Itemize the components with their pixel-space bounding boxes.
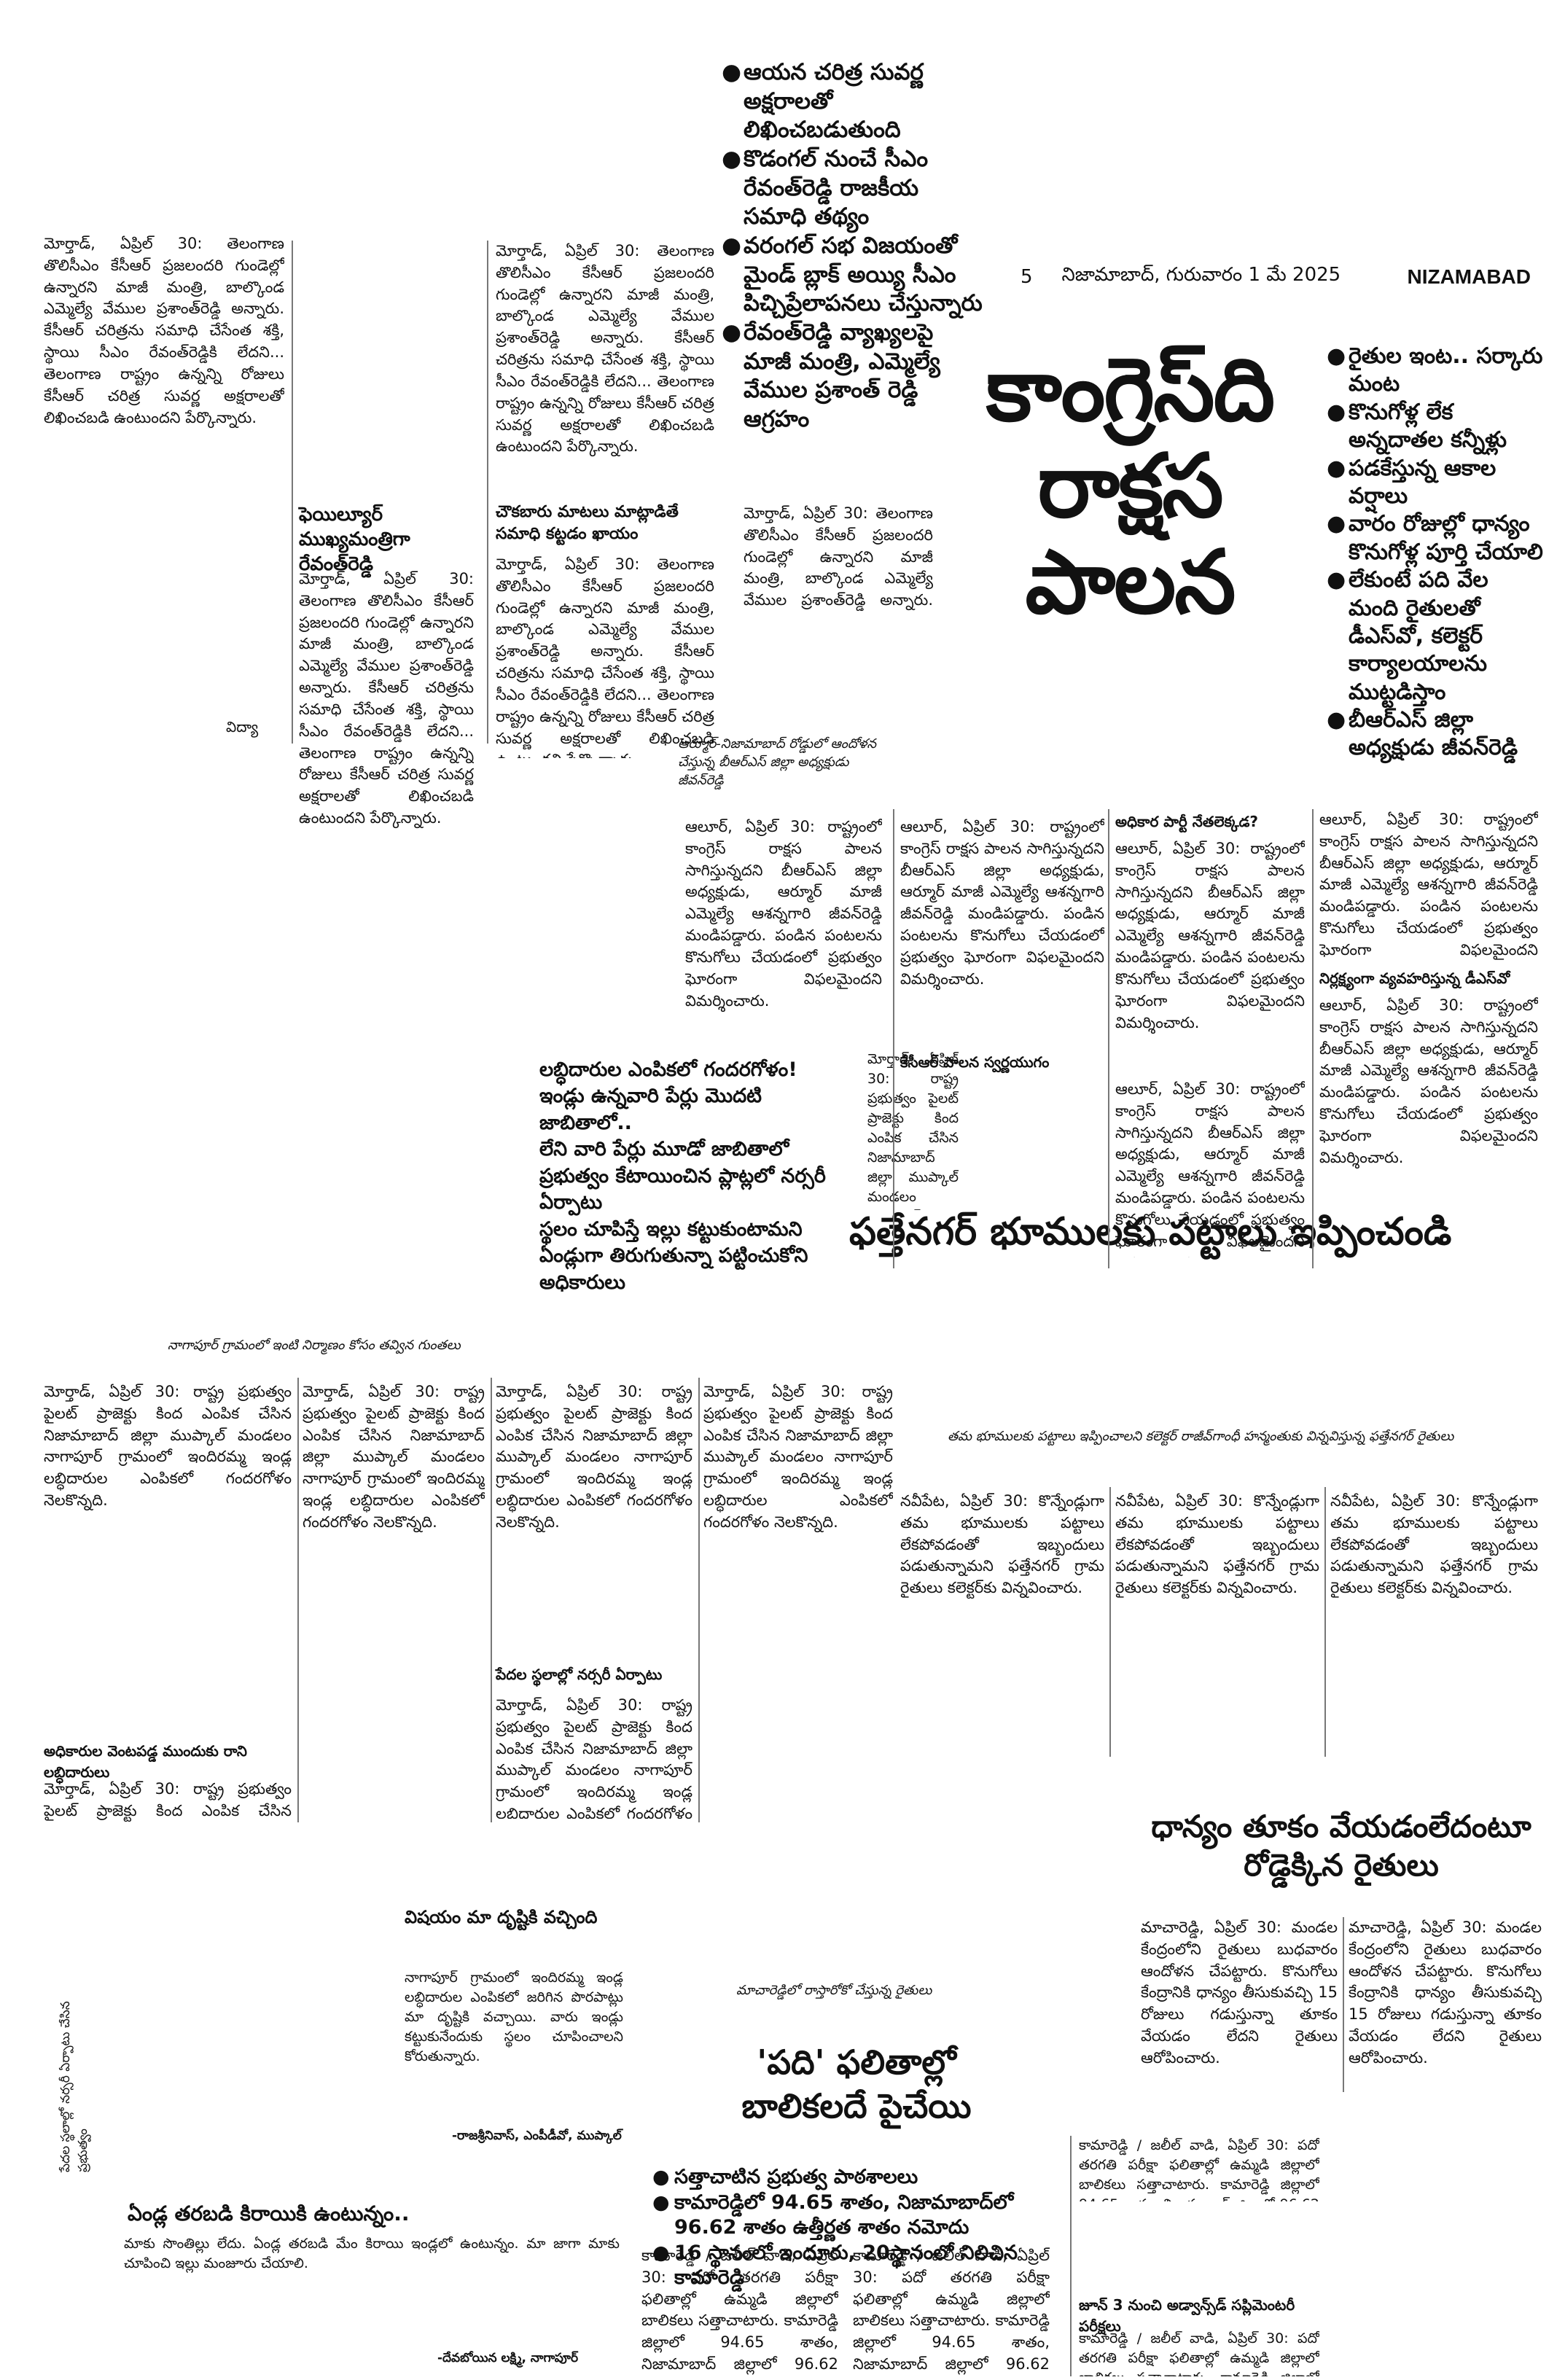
story-failure-body-3: మోర్తాడ్, ఏప్రిల్ 30: తెలంగాణ తొలిసీఎం క… (496, 242, 714, 456)
main-headline: కాంగ్రెస్‌ది రాక్షస పాలన (940, 343, 1319, 631)
main-headline-line2: రాక్షస పాలన (1025, 436, 1236, 633)
story-housing-subhead-1: అధికారుల వెంటపడ్డ ముందుకు రాని లబ్ధిదారు… (44, 1742, 247, 1781)
headline-grain-protest: ధాన్యం తూకం వేయడంలేదంటూ రోడ్డెక్కిన రైతు… (1137, 1808, 1545, 1884)
story-rakshasa-subhead-2: కేసీఆర్ పాలన స్వర్ణయుగం (900, 1053, 1050, 1071)
tenth-bullet: కామారెడ్డిలో 94.65 శాతం, నిజామాబాద్‌లో 9… (652, 2190, 1061, 2241)
story-failure-body-5: మోర్తాడ్, ఏప్రిల్ 30: తెలంగాణ తొలిసీఎం క… (744, 504, 933, 609)
column-rule (1312, 809, 1314, 1268)
headline-grain-line2: రోడ్డెక్కిన రైతులు (1244, 1846, 1439, 1883)
quote2-byline: -దేవబోయిన లక్ష్మి, నాగాపూర్ (437, 2351, 579, 2365)
column-rule (1109, 1487, 1111, 1757)
column-rule (1343, 1917, 1344, 2092)
headline-grain-line1: ధాన్యం తూకం వేయడంలేదంటూ (1151, 1809, 1531, 1844)
tenth-bullet: సత్తాచాటిన ప్రభుత్వ పాఠశాలలు (652, 2165, 1061, 2190)
story-rakshasa-subhead-1: అధికార పార్టీ నేతలెక్కడ? (1115, 813, 1259, 830)
headline-tenth-line1: 'పది' ఫలితాల్లో (757, 2042, 956, 2082)
story-housing-body-3: మోర్తాడ్, ఏప్రిల్ 30: రాష్ట్ర ప్రభుత్వం … (496, 1383, 692, 1531)
edition-name: NIZAMABAD (1407, 265, 1531, 288)
story-housing-body-2: మోర్తాడ్, ఏప్రిల్ 30: రాష్ట్ర ప్రభుత్వం … (303, 1383, 485, 1531)
column-rule (491, 1378, 492, 1822)
top-bullet: రేవంత్‌రెడ్డి వ్యాఖ్యలపై మాజీ మంత్రి, ఎమ… (722, 319, 984, 434)
side-bullet: రైతుల ఇంట.. సర్కారు మంట (1327, 343, 1545, 399)
top-bullet: కొడంగల్ నుంచే సీఎం రేవంత్‌రెడ్డి రాజకీయ … (722, 145, 984, 232)
quote1-body: నాగాపూర్ గ్రామంలో ఇందిరమ్మ ఇండ్ల లబ్ధిదా… (405, 1970, 623, 2064)
masthead: 5 నిజామాబాద్, గురువారం 1 మే 2025 NIZAMAB… (1021, 259, 1531, 295)
story-fattehnagar-body-1: నవీపేట, ఏప్రిల్ 30: కొన్నేండ్లుగా తమ భూమ… (900, 1492, 1104, 1597)
column-rule (292, 241, 293, 744)
story-fattehnagar-body-2: నవీపేట, ఏప్రిల్ 30: కొన్నేండ్లుగా తమ భూమ… (1115, 1492, 1319, 1597)
quote2-body: మాకు సొంతిల్లు లేదు. ఏండ్ల తరబడి మేం కిర… (124, 2236, 620, 2271)
top-bullets: ఆయన చరిత్ర సువర్ణ అక్షరాలతో లిఖించబడుతుం… (722, 58, 984, 434)
story-housing-body-1: మోర్తాడ్, ఏప్రిల్ 30: రాష్ట్ర ప్రభుత్వం … (44, 1383, 292, 1510)
housing-quote-line: లబ్ధిదారుల ఎంపికలో గందరగోళం! (539, 1058, 797, 1081)
vertical-caption: పేదల స్థలాల్లో నర్సరీ ఏర్పాటు చేసిన ప్రభ… (58, 2001, 90, 2172)
side-bullet: బీఆర్ఎస్ జిల్లా అధ్యక్షుడు జీవన్‌రెడ్డి (1327, 706, 1545, 762)
housing-quote-line: ప్రభుత్వం కేటాయించిన ప్లాట్లలో నర్సరీ ఏర… (539, 1164, 826, 1214)
story-fattehnagar-body-3: నవీపేట, ఏప్రిల్ 30: కొన్నేండ్లుగా తమ భూమ… (1330, 1492, 1538, 1597)
column-rule (1108, 809, 1109, 1268)
column-rule (1324, 1487, 1326, 1757)
story-rakshasa-body-1: ఆలూర్, ఏప్రిల్ 30: రాష్ట్రంలో కాంగ్రెస్ … (685, 818, 882, 1010)
story-housing-body-1b: మోర్తాడ్, ఏప్రిల్ 30: రాష్ట్ర ప్రభుత్వం … (44, 1780, 292, 1819)
story-tenth-subhead: జూన్ 3 నుంచి అడ్వాన్స్‌డ్ సప్లిమెంటరీ పర… (1079, 2296, 1295, 2335)
story-grain-body-2: మాచారెడ్డి, ఏప్రిల్ 30: మండల కేంద్రంలోని… (1349, 1919, 1542, 2067)
story-failure-body: మోర్తాడ్, ఏప్రిల్ 30: తెలంగాణ తొలిసీఎం క… (44, 235, 284, 426)
story-failure-subhead: చౌకబారు మాటలు మాట్లాడితే సమాధి కట్టడం ఖా… (496, 503, 679, 543)
story-grain-body-1: మాచారెడ్డి, ఏప్రిల్ 30: మండల కేంద్రంలోని… (1141, 1919, 1338, 2067)
story-rakshasa-body-5: ఆలూర్, ఏప్రిల్ 30: రాష్ట్రంలో కాంగ్రెస్ … (1319, 811, 1538, 959)
column-rule (893, 809, 894, 1268)
date-line: నిజామాబాద్, గురువారం 1 మే 2025 (1061, 264, 1341, 286)
column-rule (487, 241, 488, 744)
story-rakshasa-body-4: ఆలూర్, ఏప్రిల్ 30: రాష్ట్రంలో కాంగ్రెస్ … (1115, 1080, 1305, 1257)
story-failure-kicker: ఫెయిల్యూర్ ముఖ్యమంత్రిగా రేవంత్‌రెడ్డి (299, 504, 410, 575)
story-rakshasa-subhead-3: నిర్లక్ష్యంగా వ్యవహరిస్తున్న డీఎస్‌వో (1319, 969, 1510, 987)
story-rakshasa-body-3: ఆలూర్, ఏప్రిల్ 30: రాష్ట్రంలో కాంగ్రెస్ … (1115, 840, 1305, 1031)
headline-tenth-line2: బాలికలదే పైచేయి (741, 2086, 972, 2126)
side-bullet: కొనుగోళ్ల లేక అన్నదాతల కన్నీళ్లు (1327, 399, 1545, 455)
quote2-head: ఏండ్ల తరబడి కిరాయికి ఉంటున్నం.. (128, 2201, 410, 2225)
story-failure-byline: విద్యా (226, 718, 259, 736)
photo-caption-fattehnagar: తమ భూములకు పట్టాలు ఇప్పించాలని కలెక్టర్ … (948, 1429, 1454, 1444)
story-failure-body-4: మోర్తాడ్, ఏప్రిల్ 30: తెలంగాణ తొలిసీఎం క… (496, 555, 714, 758)
story-housing-body-4: మోర్తాడ్, ఏప్రిల్ 30: రాష్ట్ర ప్రభుత్వం … (496, 1696, 692, 1819)
story-housing-body-5: మోర్తాడ్, ఏప్రిల్ 30: రాష్ట్ర ప్రభుత్వం … (703, 1383, 893, 1531)
side-bullet: పడకేస్తున్న ఆకాల వర్షాలు (1327, 455, 1545, 511)
quote1-byline: -రాజశ్రీనివాస్, ఎంపీడీవో, ముప్కాల్ (452, 2129, 622, 2143)
top-bullet: ఆయన చరిత్ర సువర్ణ అక్షరాలతో లిఖించబడుతుం… (722, 58, 984, 145)
story-tenth-body-4: కామారెడ్డి / జలీల్ వాడి, ఏప్రిల్ 30: పదో… (1079, 2330, 1319, 2376)
main-headline-line1: కాంగ్రెస్‌ది (986, 340, 1275, 441)
tenth-results-bullets: సత్తాచాటిన ప్రభుత్వ పాఠశాలలు కామారెడ్డిల… (652, 2165, 1061, 2291)
photo-caption-grain: మాచారెడ్డిలో రాస్తారోకో చేస్తున్న రైతులు (736, 1983, 932, 1998)
top-bullet: వరంగల్ సభ విజయంతో మైండ్ బ్లాక్ అయ్యి సీఎ… (722, 232, 984, 319)
story-rakshasa-body-2: ఆలూర్, ఏప్రిల్ 30: రాష్ట్రంలో కాంగ్రెస్ … (900, 818, 1104, 988)
quote1-head: విషయం మా దృష్టికి వచ్చింది (405, 1907, 598, 1927)
housing-quote-block: లబ్ధిదారుల ఎంపికలో గందరగోళం! ఇండ్లు ఉన్న… (539, 1057, 853, 1296)
side-bullet: లేకుంటే పది వేల మంది రైతులతో డీఎస్‌వో, క… (1327, 566, 1545, 706)
headline-tenth-results: 'పది' ఫలితాల్లో బాలికలదే పైచేయి (671, 2041, 1042, 2129)
photo-caption-housing: నాగాపూర్ గ్రామంలో ఇంటి నిర్మాణం కోసం తవ్… (168, 1338, 461, 1353)
column-rule (698, 1378, 700, 1822)
story-tenth-body-2: కామారెడ్డి / జలీల్ వాడి, ఏప్రిల్ 30: పదో… (853, 2247, 1050, 2373)
story-housing-subhead-2: పేదల స్థలాల్లో నర్సరీ ఏర్పాటు (496, 1666, 663, 1683)
housing-quote-line: ఏండ్లుగా తిరుగుతున్నా పట్టించుకోని అధికా… (539, 1244, 808, 1294)
page-number: 5 (1021, 266, 1033, 288)
story-tenth-body-1: కామారెడ్డి / జలీల్ వాడి, ఏప్రిల్ 30: పదో… (641, 2247, 838, 2373)
story-tenth-body-3: కామారెడ్డి / జలీల్ వాడి, ఏప్రిల్ 30: పదో… (1079, 2137, 1319, 2201)
housing-quote-line: ఇండ్లు ఉన్నవారి పేర్లు మొదటి జాబితాలో.. (539, 1085, 762, 1134)
tenth-bullet: 16 స్థానంలో ఇందూరు, 20స్థానంలో నిలిచిన క… (652, 2241, 1061, 2291)
housing-quote-line: స్థలం చూపిస్తే ఇల్లు కట్టుకుంటామని (539, 1217, 803, 1241)
story-rakshasa-body-6: ఆలూర్, ఏప్రిల్ 30: రాష్ట్రంలో కాంగ్రెస్ … (1319, 996, 1538, 1166)
story-housing-sidebar-text: మోర్తాడ్, ఏప్రిల్ 30: రాష్ట్ర ప్రభుత్వం … (867, 1051, 959, 1210)
column-rule (1070, 2136, 1072, 2376)
side-bullet: వారం రోజుల్లో ధాన్యం కొనుగోళ్ల పూర్తి చే… (1327, 510, 1545, 566)
story-failure-body-2: మోర్తాడ్, ఏప్రిల్ 30: తెలంగాణ తొలిసీఎం క… (299, 570, 474, 827)
photo-caption-protest: ఆర్మూర్-నిజామాబాద్ రోడ్డులో ఆందోళన చేస్త… (678, 736, 877, 788)
housing-quote-line: లేని వారి పేర్లు మూడో జాబితాలో (539, 1138, 789, 1161)
headline-fattehnagar: ఫత్తేనగర్ భూములకు పట్టాలు ఇప్పించండి (849, 1210, 1452, 1254)
column-rule (297, 1378, 299, 1822)
side-bullets: రైతుల ఇంట.. సర్కారు మంట కొనుగోళ్ల లేక అన… (1327, 343, 1545, 762)
